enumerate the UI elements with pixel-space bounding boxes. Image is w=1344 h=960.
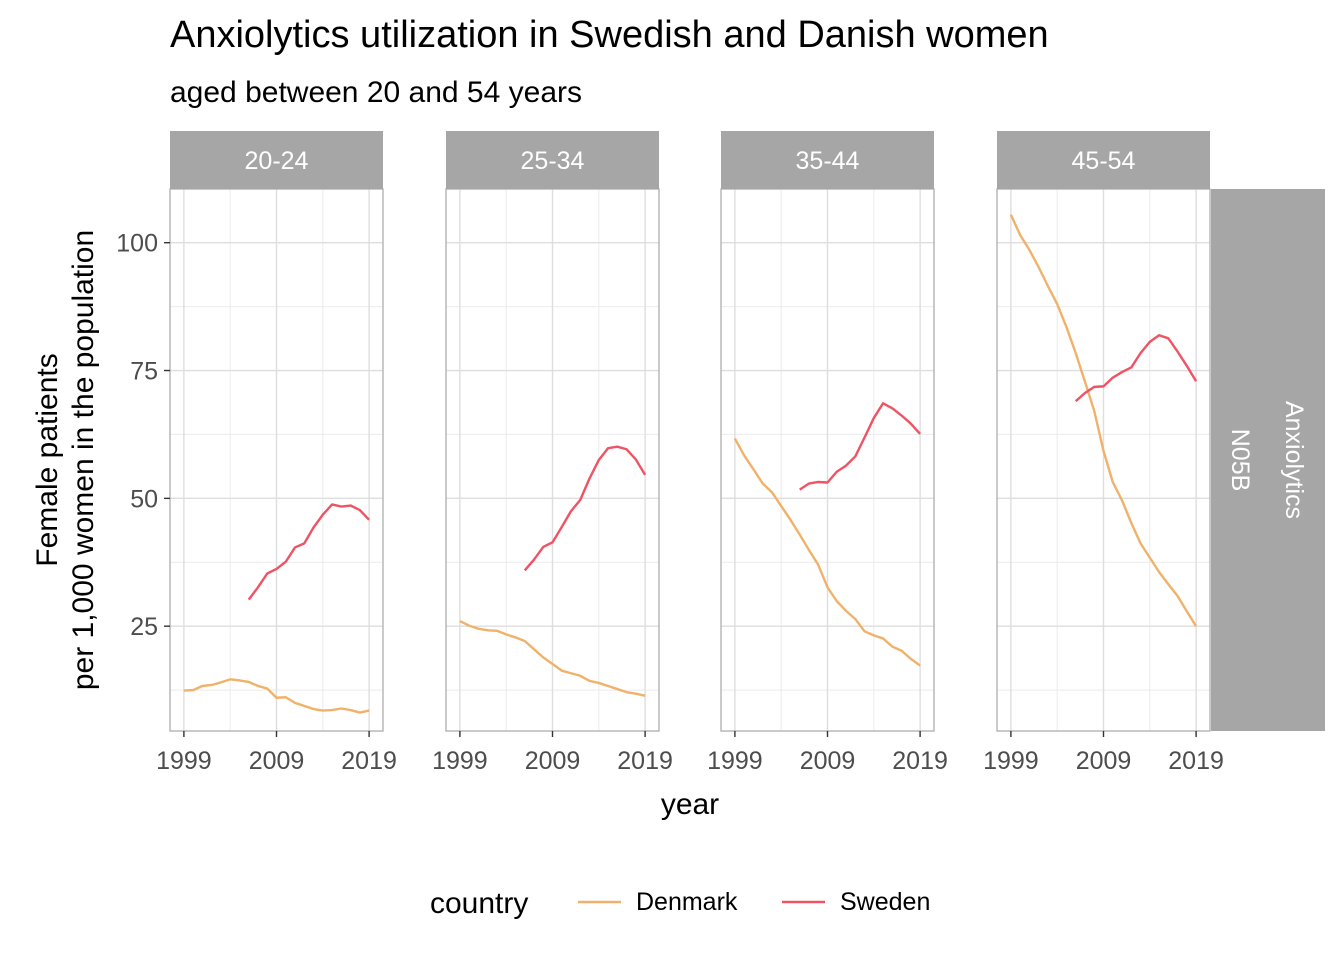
series-line-sweden	[247, 503, 370, 601]
facet-strip-label: 45-54	[1072, 147, 1136, 175]
series-line-sweden	[799, 402, 921, 491]
facet-strip	[170, 131, 383, 189]
facet-strip-label: 35-44	[796, 147, 860, 175]
series-line-denmark	[459, 619, 646, 697]
series-line-denmark	[1009, 214, 1198, 627]
row-strip-label: N05B	[1226, 429, 1254, 492]
facet-strip-label: 25-34	[521, 147, 585, 175]
legend-label-sweden: Sweden	[840, 888, 930, 916]
x-tick-label: 1999	[707, 747, 763, 775]
x-tick-label: 2009	[1076, 747, 1132, 775]
x-tick-label: 2019	[1168, 747, 1224, 775]
x-tick-label: 2009	[525, 747, 581, 775]
y-tick-label: 25	[130, 613, 158, 641]
y-axis-title-line: Female patients	[31, 353, 64, 566]
chart-title: Anxiolytics utilization in Swedish and D…	[170, 14, 1049, 56]
facet-strip	[721, 131, 934, 189]
x-tick-label: 2009	[249, 747, 305, 775]
row-strip-label: Anxiolytics	[1280, 401, 1308, 519]
facet-strip	[997, 131, 1210, 189]
x-axis-title: year	[661, 788, 719, 821]
x-tick-label: 2019	[892, 747, 948, 775]
series-line-denmark	[733, 437, 921, 667]
y-tick-label: 50	[130, 485, 158, 513]
legend-title: country	[430, 887, 528, 920]
x-tick-label: 2019	[617, 747, 673, 775]
row-strip	[1211, 189, 1325, 731]
x-tick-label: 1999	[983, 747, 1039, 775]
x-tick-label: 2009	[800, 747, 856, 775]
legend-label-denmark: Denmark	[636, 888, 738, 916]
facet-strip-label: 20-24	[245, 147, 309, 175]
x-tick-label: 2019	[341, 747, 397, 775]
series-line-sweden	[523, 445, 647, 572]
series-line-sweden	[1074, 334, 1198, 403]
chart-subtitle: aged between 20 and 54 years	[170, 76, 582, 109]
y-axis-title: Female patients per 1,000 women in the po…	[31, 230, 100, 690]
facet-strip	[446, 131, 659, 189]
x-tick-label: 1999	[156, 747, 212, 775]
series-line-denmark	[183, 678, 370, 714]
y-tick-label: 75	[130, 358, 158, 386]
y-tick-label: 100	[116, 230, 158, 258]
y-axis-title-line: per 1,000 women in the population	[67, 230, 100, 690]
x-tick-label: 1999	[432, 747, 488, 775]
